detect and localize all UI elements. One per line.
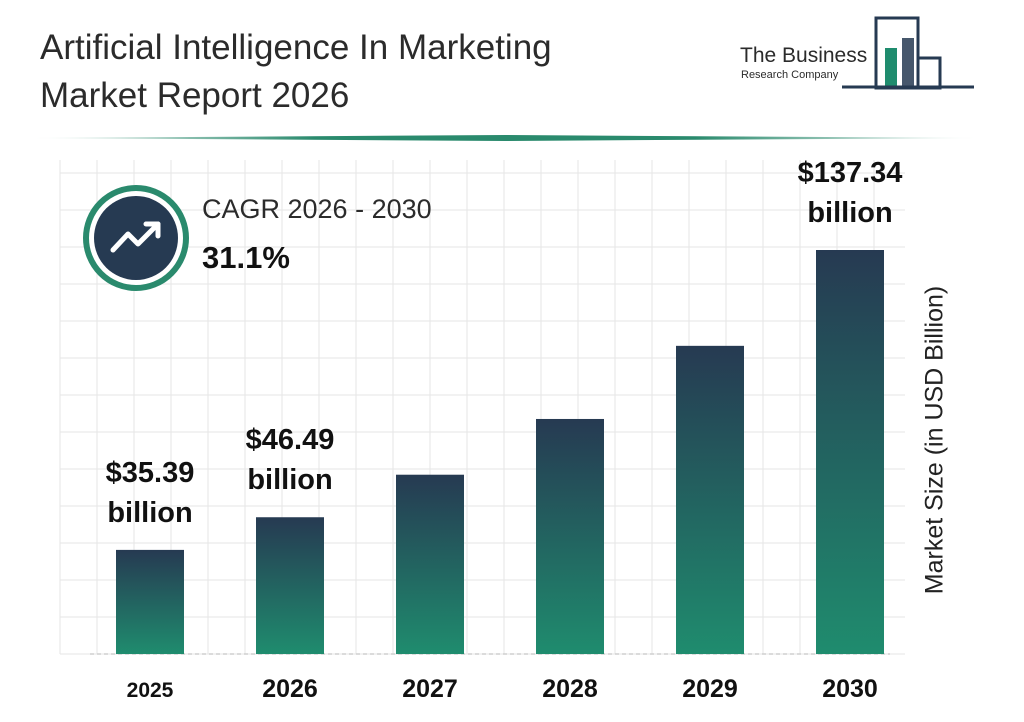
x-tick-label: 2027 <box>402 675 458 703</box>
data-label-value: $46.49 <box>246 424 335 456</box>
y-axis-label: Market Size (in USD Billion) <box>920 285 949 595</box>
buildings-logo-icon <box>842 16 974 90</box>
trend-up-icon <box>83 185 189 291</box>
page-title: Artificial Intelligence In Marketing Mar… <box>40 24 680 120</box>
data-label-value: $137.34 <box>798 157 903 189</box>
x-tick-label: 2030 <box>822 675 878 703</box>
data-label-unit: billion <box>247 464 332 496</box>
x-tick-label: 2029 <box>682 675 738 703</box>
x-tick-label: 2026 <box>262 675 318 703</box>
data-label-unit: billion <box>807 197 892 229</box>
data-label-unit: billion <box>107 497 192 529</box>
cagr-badge <box>80 182 192 299</box>
chart-labels: 2025 2026 2027 2028 2029 2030 $35.39 billion $46… <box>106 157 903 703</box>
bar-2027 <box>396 474 464 654</box>
title-line-2: Market Report 2026 <box>40 76 350 115</box>
bar-2025 <box>116 549 184 654</box>
bar-2029 <box>676 345 744 654</box>
chart-bars <box>116 250 884 654</box>
data-label-value: $35.39 <box>106 457 195 489</box>
x-tick-label: 2028 <box>542 675 598 703</box>
bar-2028 <box>536 418 604 654</box>
x-tick-label: 2025 <box>127 679 174 702</box>
bar-2030 <box>816 250 884 654</box>
logo-name: The Business <box>740 44 868 67</box>
logo-tagline: Research Company <box>741 69 839 81</box>
bar-2026 <box>256 517 324 654</box>
header-divider <box>30 135 980 141</box>
title-line-1: Artificial Intelligence In Marketing <box>40 28 552 67</box>
cagr-label: CAGR 2026 - 2030 <box>202 194 432 224</box>
company-logo: The Business Research Company <box>738 14 978 94</box>
cagr-value: 31.1% <box>202 240 290 275</box>
